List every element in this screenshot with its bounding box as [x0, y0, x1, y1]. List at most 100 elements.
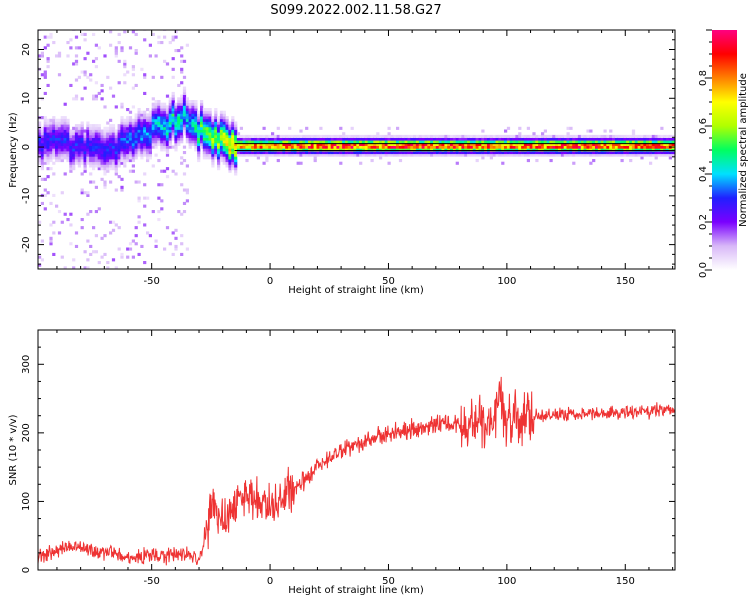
spectrogram-cell: [535, 148, 539, 152]
spectrogram-cell: [217, 121, 221, 125]
spectrogram-cell: [583, 137, 587, 141]
spectrogram-cell: [663, 134, 667, 138]
spectrogram-cell: [217, 145, 221, 149]
spectrogram-cell: [143, 91, 147, 95]
spectrogram-cell: [208, 148, 212, 152]
spectrogram-cell: [595, 145, 599, 149]
spectrogram-cell: [177, 83, 181, 87]
spectrogram-cell: [563, 140, 567, 144]
spectrogram-cell: [532, 132, 536, 136]
spectrogram-cell: [160, 116, 164, 120]
spectrogram-cell: [285, 153, 289, 157]
spectrogram-cell: [484, 145, 488, 149]
spectrogram-cell: [217, 118, 221, 122]
spectrogram-cell: [336, 145, 340, 149]
spectrogram-cell: [191, 105, 195, 109]
spectrogram-cell: [180, 156, 184, 160]
spectrogram-cell: [202, 129, 206, 133]
spectrogram-cell: [489, 156, 493, 160]
spectrogram-cell: [43, 46, 47, 50]
spectrogram-cell: [492, 153, 496, 157]
spectrogram-cell: [254, 153, 258, 157]
spectrogram-cell: [43, 137, 47, 141]
spectrogram-cell: [80, 161, 84, 165]
spectrogram-cell: [620, 151, 624, 155]
spectrogram-cell: [560, 145, 565, 149]
spectrogram-cell: [597, 142, 601, 146]
spectrogram-cell: [671, 137, 675, 141]
spectrogram-cell: [566, 145, 570, 149]
spectrogram-cell: [498, 142, 502, 146]
spectrogram-cell: [168, 140, 172, 144]
spectrogram-cell: [231, 121, 235, 125]
spectrogram-cell: [404, 145, 408, 149]
spectrogram-cell: [86, 161, 90, 165]
spectrogram-cell: [481, 142, 485, 146]
spectrogram-cell: [305, 148, 309, 152]
spectrogram-cell: [52, 151, 56, 155]
spectrogram-cell: [46, 167, 50, 171]
spectrogram-cell: [140, 116, 144, 120]
spectrogram-cell: [126, 247, 130, 251]
spectrogram-cell: [137, 220, 141, 224]
spectrogram-cell: [492, 134, 496, 138]
spectrogram-cell: [330, 142, 334, 146]
spectrogram-cell: [80, 153, 84, 157]
spectrogram-cell: [148, 121, 152, 125]
spectrogram-cell: [580, 134, 584, 138]
spectrogram-cell: [109, 159, 113, 163]
spectrogram-cell: [94, 126, 98, 130]
spectrogram-cell: [379, 145, 383, 149]
spectrogram-cell: [634, 137, 638, 141]
spectrogram-cell: [325, 134, 329, 138]
spectrogram-cell: [86, 121, 90, 125]
spectrogram-cell: [92, 145, 96, 149]
spectrogram-cell: [384, 134, 388, 138]
spectrogram-cell: [271, 140, 275, 144]
spectrogram-cell: [259, 142, 263, 146]
spectrogram-cell: [171, 94, 175, 98]
spectrogram-cell: [40, 156, 44, 160]
x-tick-label: -50: [143, 276, 159, 287]
spectrogram-cell: [478, 137, 482, 141]
spectrogram-cell: [424, 140, 428, 144]
spectrogram-cell: [489, 151, 493, 155]
spectrogram-cell: [671, 151, 675, 155]
spectrogram-cell: [336, 151, 340, 155]
spectrogram-cell: [597, 140, 601, 144]
spectrogram-cell: [214, 153, 218, 157]
spectrogram-cell: [128, 126, 133, 130]
spectrogram-cell: [38, 124, 42, 128]
spectrogram-cell: [38, 54, 42, 58]
spectrogram-cell: [506, 148, 511, 152]
spectrogram-cell: [171, 113, 175, 117]
spectrogram-cell: [475, 142, 479, 146]
spectrogram-cell: [455, 137, 459, 141]
spectrogram-cell: [390, 153, 394, 157]
spectrogram-cell: [97, 145, 101, 149]
spectrogram-cell: [137, 196, 141, 200]
spectrogram-cell: [165, 148, 170, 152]
spectrogram-cell: [46, 126, 50, 130]
spectrogram-cell: [174, 121, 178, 125]
spectrogram-cell: [49, 167, 53, 171]
spectrogram-cell: [458, 137, 462, 141]
spectrogram-cell: [452, 142, 457, 146]
spectrogram-cell: [285, 134, 289, 138]
spectrogram-cell: [560, 142, 565, 146]
spectrogram-cell: [197, 121, 201, 125]
spectrogram-cell: [137, 145, 141, 149]
spectrogram-cell: [185, 134, 189, 138]
spectrogram-cell: [597, 134, 601, 138]
spectrogram-cell: [208, 121, 212, 125]
spectrogram-cell: [123, 142, 127, 146]
spectrogram-cell: [407, 140, 411, 144]
spectrogram-cell: [52, 121, 56, 125]
spectrogram-cell: [46, 175, 50, 179]
spectrogram-cell: [120, 255, 124, 259]
spectrogram-cell: [222, 126, 226, 130]
spectrogram-cell: [254, 145, 258, 149]
spectrogram-cell: [595, 142, 599, 146]
spectrogram-cell: [200, 142, 204, 146]
spectrogram-cell: [657, 153, 661, 157]
